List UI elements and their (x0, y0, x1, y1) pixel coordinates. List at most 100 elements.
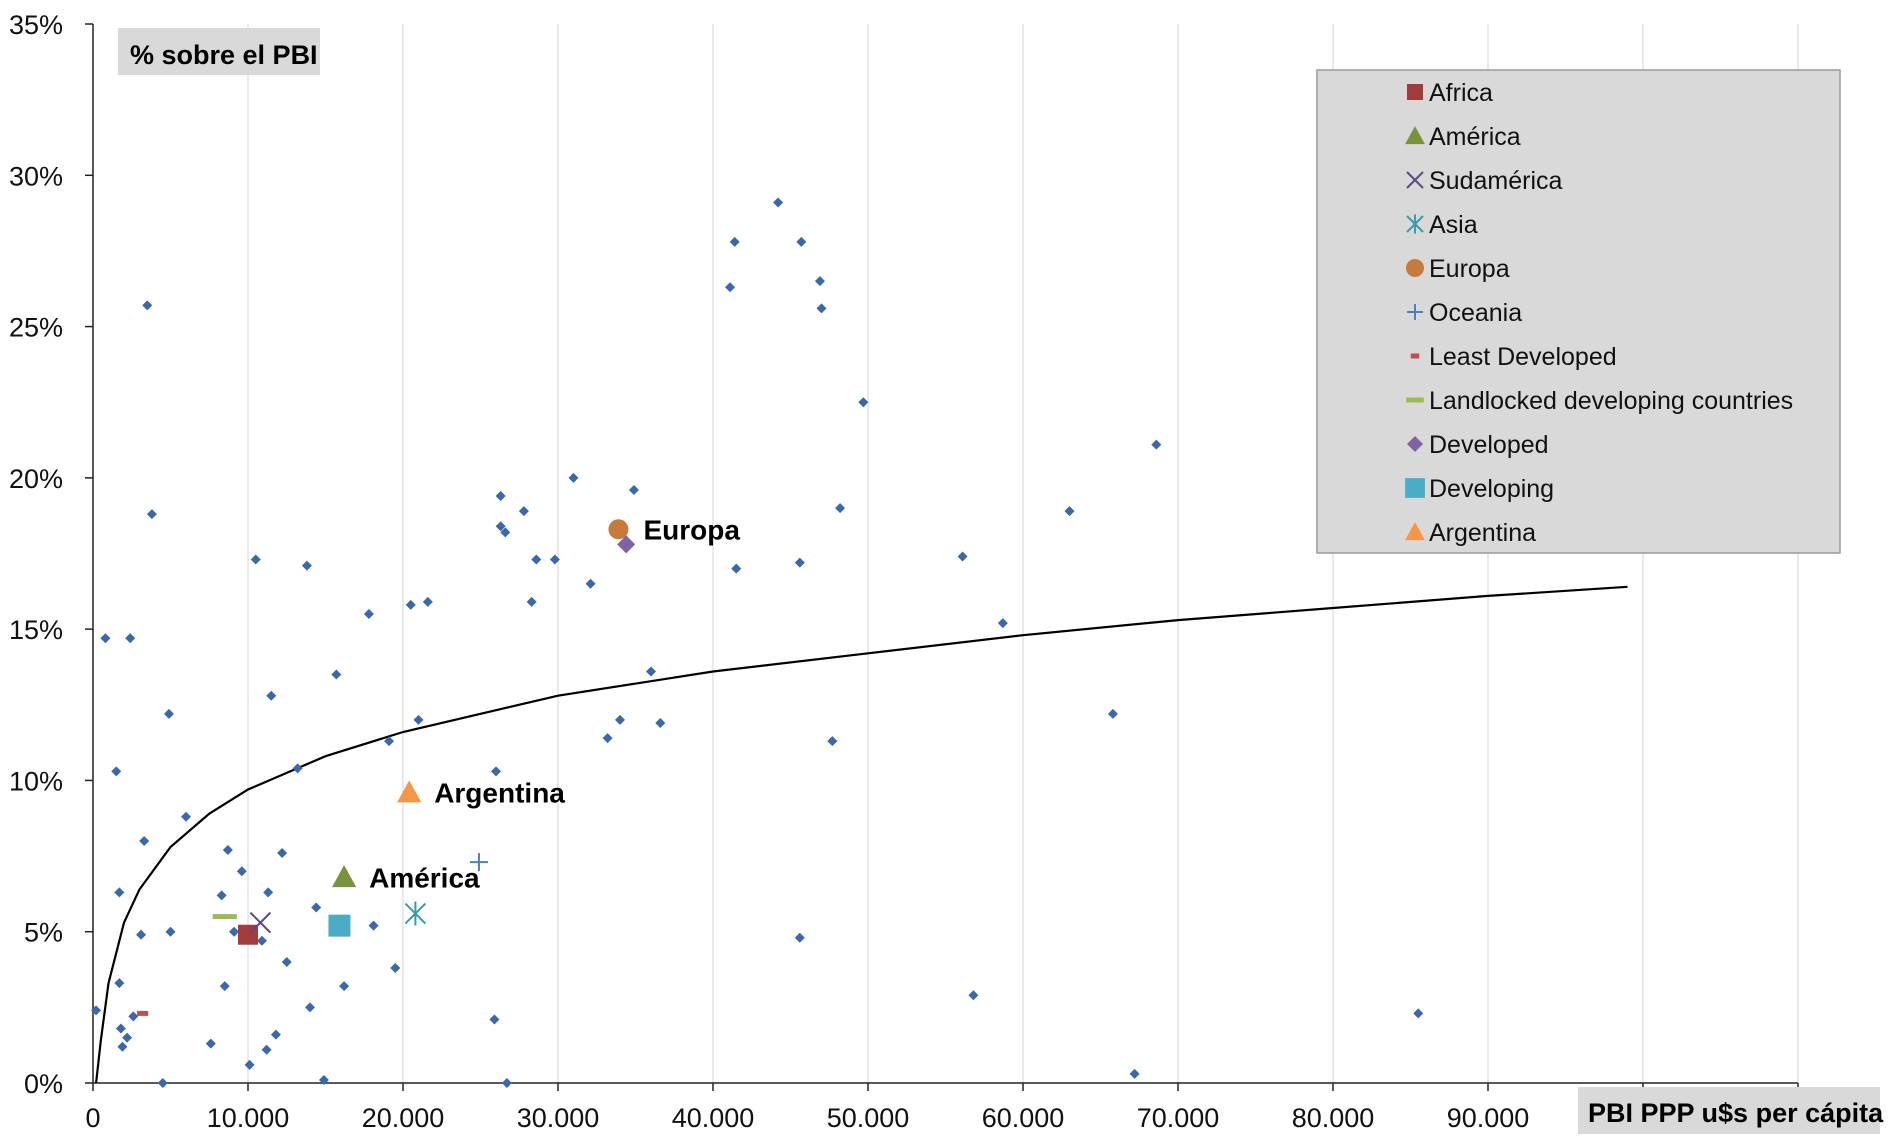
x-tick-label: 90.000 (1447, 1103, 1530, 1133)
country-point (122, 1032, 133, 1043)
country-point (646, 666, 656, 677)
country-point (568, 472, 579, 483)
legend-entry: Developing (1429, 475, 1554, 503)
legend: Africa América Sudamérica Asia Europa Oceania… (1316, 69, 1841, 554)
country-point (422, 596, 433, 607)
legend-marker (1407, 304, 1423, 320)
country-point (997, 618, 1008, 629)
country-points (91, 197, 1424, 1088)
country-point (1107, 708, 1118, 719)
inline-label-europa: Europa (643, 514, 740, 545)
x-tick-label: 10.000 (207, 1103, 290, 1133)
country-point (181, 811, 191, 822)
country-point (835, 503, 846, 514)
inline-label-américa: América (369, 862, 480, 893)
country-point (1129, 1068, 1140, 1079)
country-point (263, 887, 274, 898)
country-point (305, 1002, 315, 1013)
legend-marker (1410, 353, 1420, 359)
country-point (163, 708, 174, 719)
country-point (277, 848, 288, 859)
country-point (368, 920, 379, 931)
x-tick-label: 0 (85, 1103, 100, 1133)
legend-marker (1407, 84, 1423, 100)
y-axis-title-box: % sobre el PBI (118, 28, 320, 75)
x-tick-label: 40.000 (672, 1103, 755, 1133)
country-point (858, 397, 869, 408)
country-point (318, 1074, 329, 1085)
country-point (136, 929, 147, 940)
country-point (339, 981, 350, 992)
country-point (216, 890, 227, 901)
country-point (1413, 1008, 1424, 1019)
country-point (602, 733, 613, 744)
country-point (731, 563, 742, 574)
country-point (100, 633, 111, 644)
inline-labels: América Europa Argentina (369, 514, 740, 893)
y-axis-title: % sobre el PBI (130, 40, 318, 70)
country-point (413, 714, 424, 725)
country-point (501, 1078, 512, 1088)
group-marker-oceania (469, 853, 488, 872)
country-point (114, 978, 125, 989)
y-tick-label: 30% (9, 161, 63, 191)
group-marker-developed (617, 535, 636, 554)
group-marker-asia (404, 901, 427, 926)
legend-entry: Developed (1429, 431, 1549, 459)
legend-entry: Africa (1429, 79, 1493, 107)
legend-marker (1406, 171, 1424, 189)
country-point (1064, 506, 1075, 517)
country-point (384, 736, 395, 747)
country-point (1151, 439, 1162, 450)
country-point (495, 521, 506, 532)
country-point (205, 1038, 216, 1049)
x-tick-label: 20.000 (362, 1103, 445, 1133)
country-point (91, 1005, 102, 1016)
x-tick-label: 80.000 (1292, 1103, 1375, 1133)
country-point (117, 1041, 128, 1052)
group-markers (137, 519, 636, 1016)
country-point (157, 1078, 168, 1088)
legend-marker (1405, 522, 1425, 541)
x-tick-label: 50.000 (827, 1103, 910, 1133)
country-point (549, 554, 560, 565)
y-tick-label: 5% (24, 918, 63, 948)
country-point (968, 990, 979, 1001)
country-point (128, 1011, 139, 1022)
country-point (405, 599, 416, 610)
y-tick-label: 10% (9, 766, 63, 796)
group-marker-landlocked-developing-countries (212, 914, 237, 920)
legend-marker (1405, 126, 1425, 145)
trendline (95, 585, 1628, 1084)
x-axis-title-box: PBI PPP u$s per cápita (1578, 1087, 1884, 1134)
country-point (495, 491, 506, 502)
country-point (219, 981, 230, 992)
legend-entry: Sudamérica (1429, 167, 1562, 195)
y-tick-label: 35% (9, 10, 63, 40)
inline-label-argentina: Argentina (434, 778, 565, 809)
legend-marker (1406, 214, 1424, 234)
legend-box (1316, 69, 1841, 554)
country-point (725, 282, 736, 293)
country-point (827, 736, 838, 747)
y-tick-label: 15% (9, 615, 63, 645)
country-point (390, 963, 401, 974)
legend-entry: Asia (1429, 211, 1478, 239)
country-point (816, 303, 827, 314)
country-point (331, 669, 342, 680)
country-point (615, 714, 625, 725)
country-point (115, 1023, 126, 1034)
country-point (773, 197, 784, 208)
legend-entry: Oceania (1429, 299, 1522, 327)
country-point (244, 1059, 255, 1070)
country-point (111, 766, 122, 777)
x-tick-label: 30.000 (517, 1103, 600, 1133)
country-point (794, 932, 805, 943)
group-marker-argentina (397, 780, 422, 803)
country-point (256, 935, 267, 946)
legend-entry: Landlocked developing countries (1429, 387, 1793, 415)
group-marker-developing (328, 914, 351, 937)
country-point (491, 766, 501, 777)
group-marker-least-developed (137, 1010, 149, 1016)
